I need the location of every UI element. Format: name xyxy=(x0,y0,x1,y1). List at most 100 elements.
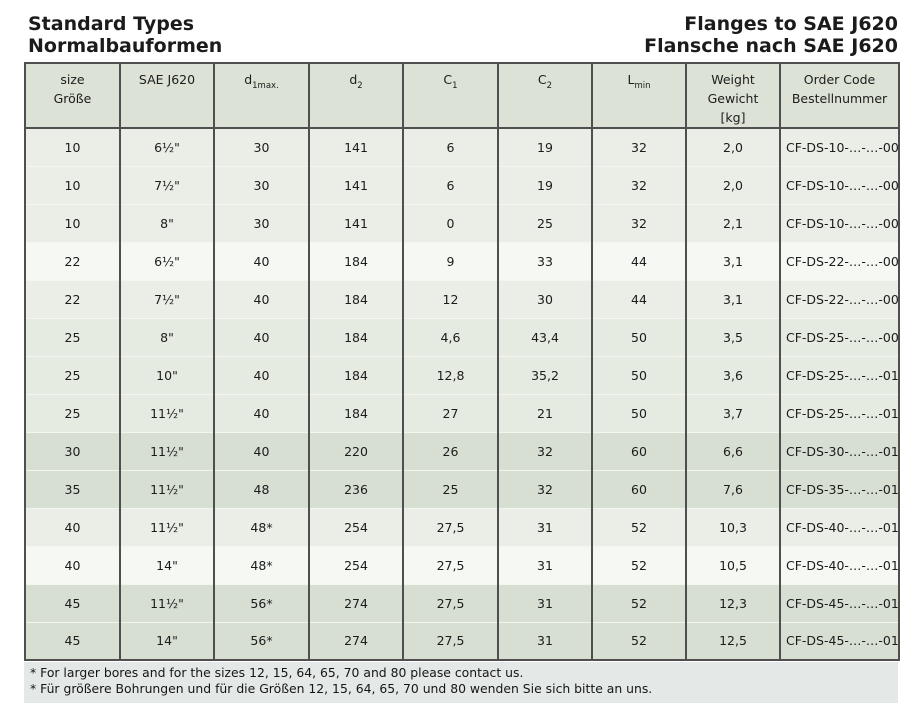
cell-c2: 30 xyxy=(497,279,592,318)
cell-sae-j620: 14" xyxy=(119,621,214,660)
cell-d2: 220 xyxy=(308,431,403,470)
cell-weight: 10,3 xyxy=(685,507,780,546)
cell-size: 30 xyxy=(25,431,120,470)
cell-order-code: CF-DS-40-…-…-011 xyxy=(779,507,899,546)
cell-weight: 3,1 xyxy=(685,279,780,318)
cell-order-code: CF-DS-30-…-…-011 xyxy=(779,431,899,470)
cell-size: 22 xyxy=(25,241,120,280)
cell-d1max: 40 xyxy=(213,317,309,356)
cell-sae-j620: 7½" xyxy=(119,165,214,204)
cell-size: 10 xyxy=(25,128,120,166)
title-left-line1: Standard Types xyxy=(28,13,195,35)
cell-d2: 184 xyxy=(308,393,403,432)
cell-order-code: CF-DS-35-…-…-011 xyxy=(779,469,899,508)
cell-c1: 6 xyxy=(402,165,498,204)
cell-sae-j620: 11½" xyxy=(119,393,214,432)
table-body: 10 6½" 30 141 6 19 32 2,0 CF-DS-10-…-…-006 10 7½" 3… xyxy=(25,128,899,660)
cell-d2: 184 xyxy=(308,241,403,280)
cell-size: 22 xyxy=(25,279,120,318)
cell-weight: 6,6 xyxy=(685,431,780,470)
table-row: 35 11½" 48 236 25 32 60 7,6 CF-DS-35-…-…-011 xyxy=(25,469,899,508)
cell-lmin: 32 xyxy=(591,203,686,242)
cell-d1max: 30 xyxy=(213,128,309,166)
cell-sae-j620: 14" xyxy=(119,545,214,584)
table-header-row: size Größe SAE J620 d1max. d2 C1 C2 Lmin Weight G… xyxy=(25,63,899,129)
cell-d2: 274 xyxy=(308,621,403,660)
cell-order-code: CF-DS-25-…-…-011 xyxy=(779,393,899,432)
footnotes: * For larger bores and for the sizes 12,… xyxy=(24,662,898,703)
table-row: 22 7½" 40 184 12 30 44 3,1 CF-DS-22-…-…-007 xyxy=(25,279,899,318)
cell-c1: 27 xyxy=(402,393,498,432)
cell-lmin: 44 xyxy=(591,279,686,318)
cell-order-code: CF-DS-22-…-…-006 xyxy=(779,241,899,280)
cell-lmin: 60 xyxy=(591,469,686,508)
cell-d2: 254 xyxy=(308,545,403,584)
cell-c2: 19 xyxy=(497,165,592,204)
cell-c2: 32 xyxy=(497,469,592,508)
cell-c2: 31 xyxy=(497,507,592,546)
cell-weight: 2,0 xyxy=(685,128,780,166)
cell-c1: 12,8 xyxy=(402,355,498,394)
column-header-c1: C1 xyxy=(402,63,498,129)
cell-c1: 4,6 xyxy=(402,317,498,356)
cell-weight: 12,3 xyxy=(685,583,780,622)
table-row: 25 11½" 40 184 27 21 50 3,7 CF-DS-25-…-…-011 xyxy=(25,393,899,432)
cell-d2: 184 xyxy=(308,317,403,356)
cell-d1max: 48 xyxy=(213,469,309,508)
cell-size: 25 xyxy=(25,393,120,432)
title-right: Flanges to SAE J620 Flansche nach SAE J6… xyxy=(644,13,898,57)
cell-size: 10 xyxy=(25,203,120,242)
cell-c1: 27,5 xyxy=(402,621,498,660)
cell-d1max: 40 xyxy=(213,279,309,318)
cell-weight: 2,0 xyxy=(685,165,780,204)
table-row: 10 8" 30 141 0 25 32 2,1 CF-DS-10-…-…-008 xyxy=(25,203,899,242)
table-row: 10 6½" 30 141 6 19 32 2,0 CF-DS-10-…-…-006 xyxy=(25,128,899,166)
cell-sae-j620: 11½" xyxy=(119,469,214,508)
cell-c2: 33 xyxy=(497,241,592,280)
column-header-d1max: d1max. xyxy=(213,63,309,129)
cell-lmin: 44 xyxy=(591,241,686,280)
cell-order-code: CF-DS-25-…-…-010 xyxy=(779,355,899,394)
cell-d2: 184 xyxy=(308,279,403,318)
column-header-lmin: Lmin xyxy=(591,63,686,129)
cell-sae-j620: 11½" xyxy=(119,507,214,546)
cell-order-code: CF-DS-22-…-…-007 xyxy=(779,279,899,318)
cell-c1: 27,5 xyxy=(402,545,498,584)
cell-d1max: 48* xyxy=(213,507,309,546)
table-row: 25 10" 40 184 12,8 35,2 50 3,6 CF-DS-25-…-…-010 xyxy=(25,355,899,394)
cell-d1max: 30 xyxy=(213,203,309,242)
cell-weight: 10,5 xyxy=(685,545,780,584)
title-right-line1: Flanges to SAE J620 xyxy=(684,13,898,35)
cell-lmin: 32 xyxy=(591,165,686,204)
cell-c2: 19 xyxy=(497,128,592,166)
cell-lmin: 52 xyxy=(591,621,686,660)
cell-weight: 3,5 xyxy=(685,317,780,356)
cell-lmin: 50 xyxy=(591,355,686,394)
cell-d1max: 56* xyxy=(213,621,309,660)
cell-d1max: 40 xyxy=(213,393,309,432)
cell-weight: 12,5 xyxy=(685,621,780,660)
cell-lmin: 50 xyxy=(591,393,686,432)
table-row: 25 8" 40 184 4,6 43,4 50 3,5 CF-DS-25-…-…-008 xyxy=(25,317,899,356)
cell-c2: 43,4 xyxy=(497,317,592,356)
cell-order-code: CF-DS-40-…-…-014 xyxy=(779,545,899,584)
cell-lmin: 50 xyxy=(591,317,686,356)
cell-c2: 31 xyxy=(497,621,592,660)
cell-lmin: 52 xyxy=(591,507,686,546)
cell-lmin: 52 xyxy=(591,545,686,584)
table-row: 45 14" 56* 274 27,5 31 52 12,5 CF-DS-45-…-…-014 xyxy=(25,621,899,660)
cell-weight: 3,6 xyxy=(685,355,780,394)
cell-d1max: 40 xyxy=(213,355,309,394)
cell-c2: 35,2 xyxy=(497,355,592,394)
cell-weight: 2,1 xyxy=(685,203,780,242)
cell-lmin: 52 xyxy=(591,583,686,622)
cell-c2: 31 xyxy=(497,545,592,584)
cell-weight: 3,1 xyxy=(685,241,780,280)
cell-d2: 141 xyxy=(308,128,403,166)
cell-c1: 6 xyxy=(402,128,498,166)
cell-size: 10 xyxy=(25,165,120,204)
cell-order-code: CF-DS-10-…-…-007 xyxy=(779,165,899,204)
cell-lmin: 32 xyxy=(591,128,686,166)
cell-d2: 184 xyxy=(308,355,403,394)
